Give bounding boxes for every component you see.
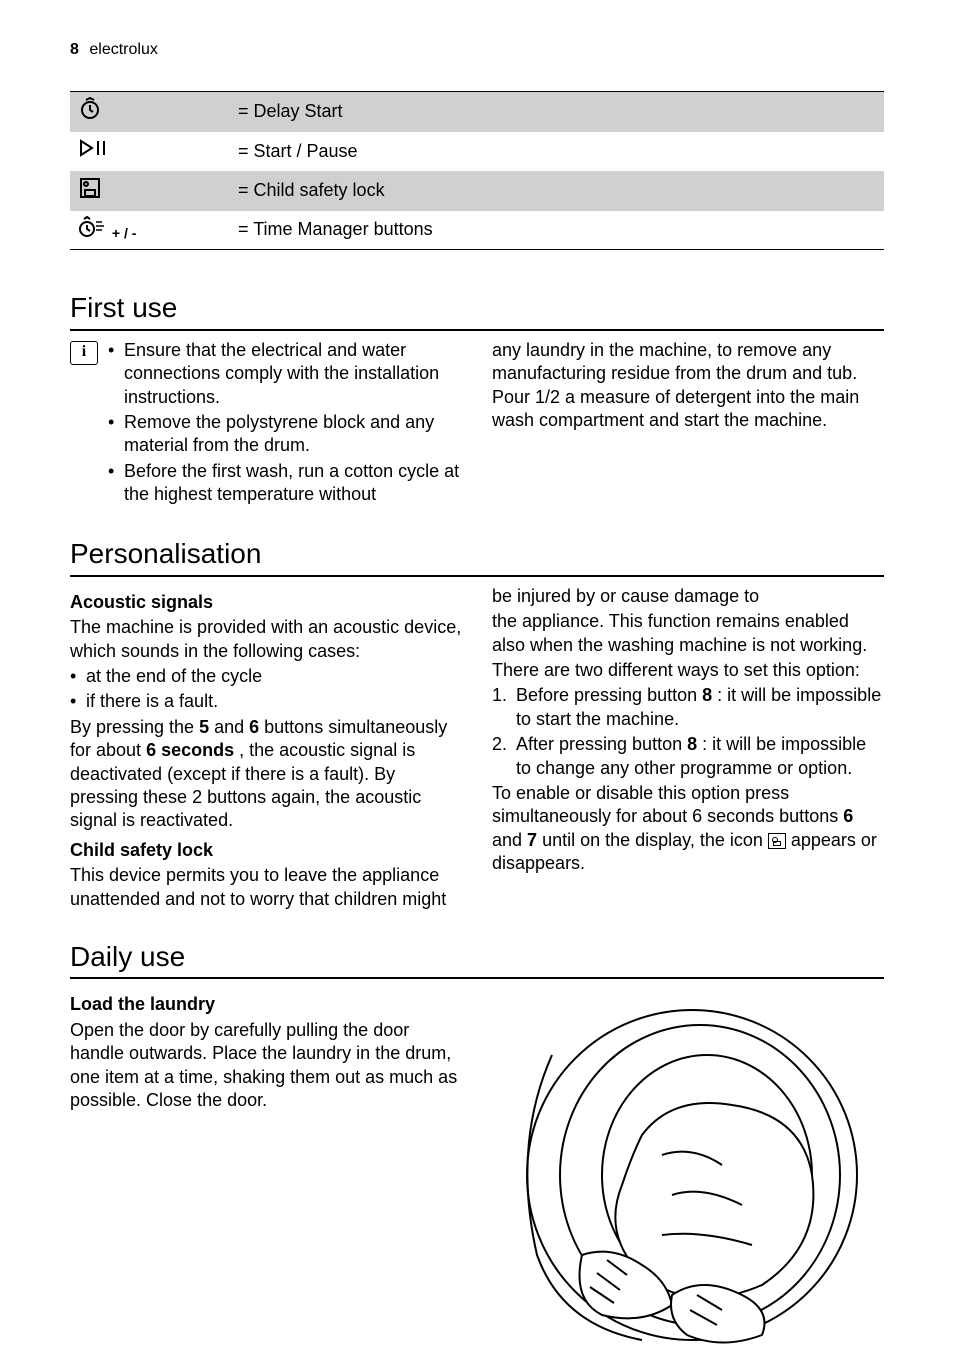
list-item: at the end of the cycle xyxy=(70,665,462,688)
first-use-section: First use i Ensure that the electrical a… xyxy=(70,290,884,508)
table-row: = Delay Start xyxy=(70,91,884,132)
info-icon: i xyxy=(70,341,98,365)
personalisation-section: Personalisation Acoustic signals The mac… xyxy=(70,536,884,910)
child-lock-list: 1.Before pressing button 8 : it will be … xyxy=(492,684,884,780)
list-item: Ensure that the electrical and water con… xyxy=(108,339,462,409)
acoustic-intro: The machine is provided with an acoustic… xyxy=(70,616,462,663)
list-item: Before the first wash, run a cotton cycl… xyxy=(108,460,462,507)
first-use-title: First use xyxy=(70,290,884,330)
icon-label: = Delay Start xyxy=(230,91,884,132)
first-use-bullets: Ensure that the electrical and water con… xyxy=(108,339,462,509)
list-item: 1.Before pressing button 8 : it will be … xyxy=(492,684,884,731)
load-heading: Load the laundry xyxy=(70,993,462,1016)
acoustic-heading: Acoustic signals xyxy=(70,591,462,614)
child-lock-icon xyxy=(70,171,230,211)
icon-legend-table: = Delay Start= Start / Pause= Child safe… xyxy=(70,91,884,251)
delay-start-icon xyxy=(70,91,230,132)
child-lock-icon-inline xyxy=(768,833,786,849)
daily-use-section: Daily use Load the laundry Open the door… xyxy=(70,939,884,1362)
time-manager-icon: + / - xyxy=(70,211,230,250)
child-lock-col2a: the appliance. This function remains ena… xyxy=(492,610,884,657)
acoustic-bullets: at the end of the cycleif there is a fau… xyxy=(70,665,462,714)
page-header: 8 electrolux xyxy=(70,40,884,61)
child-lock-heading: Child safety lock xyxy=(70,839,462,862)
laundry-drum-illustration xyxy=(492,995,872,1355)
load-text: Open the door by carefully pulling the d… xyxy=(70,1019,462,1113)
table-row: = Child safety lock xyxy=(70,171,884,211)
icon-label: = Time Manager buttons xyxy=(230,211,884,250)
list-item: if there is a fault. xyxy=(70,690,462,713)
page-number: 8 xyxy=(70,41,79,58)
table-row: = Start / Pause xyxy=(70,132,884,170)
icon-label: = Start / Pause xyxy=(230,132,884,170)
icon-label: = Child safety lock xyxy=(230,171,884,211)
child-lock-enable: To enable or disable this option press s… xyxy=(492,782,884,876)
brand-name: electrolux xyxy=(89,41,157,58)
acoustic-para: By pressing the 5 and 6 buttons simultan… xyxy=(70,716,462,833)
daily-use-title: Daily use xyxy=(70,939,884,979)
personalisation-title: Personalisation xyxy=(70,536,884,576)
start-pause-icon xyxy=(70,132,230,170)
child-lock-col2b: There are two different ways to set this… xyxy=(492,659,884,682)
list-item: 2.After pressing button 8 : it will be i… xyxy=(492,733,884,780)
table-row: + / -= Time Manager buttons xyxy=(70,211,884,250)
list-item: Remove the polystyrene block and any mat… xyxy=(108,411,462,458)
first-use-continuation: any laundry in the machine, to remove an… xyxy=(492,339,884,433)
